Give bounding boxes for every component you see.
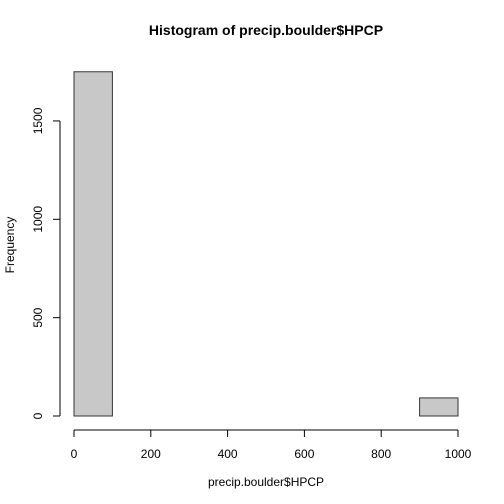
x-tick-label: 800 bbox=[371, 447, 391, 461]
bar bbox=[73, 71, 113, 417]
bar bbox=[419, 397, 459, 417]
y-tick-label: 1500 bbox=[31, 107, 45, 134]
x-tick-label: 0 bbox=[71, 447, 78, 461]
y-tick-label: 0 bbox=[31, 412, 45, 419]
x-tick-label: 200 bbox=[141, 447, 161, 461]
x-axis-label: precip.boulder$HPCP bbox=[208, 475, 324, 489]
x-tick-label: 400 bbox=[218, 447, 238, 461]
chart-title: Histogram of precip.boulder$HPCP bbox=[149, 22, 383, 38]
x-tick-label: 1000 bbox=[445, 447, 472, 461]
y-axis-label: Frequency bbox=[3, 217, 17, 274]
x-tick-label: 600 bbox=[294, 447, 314, 461]
y-tick-label: 500 bbox=[31, 307, 45, 327]
y-tick-label: 1000 bbox=[31, 206, 45, 233]
